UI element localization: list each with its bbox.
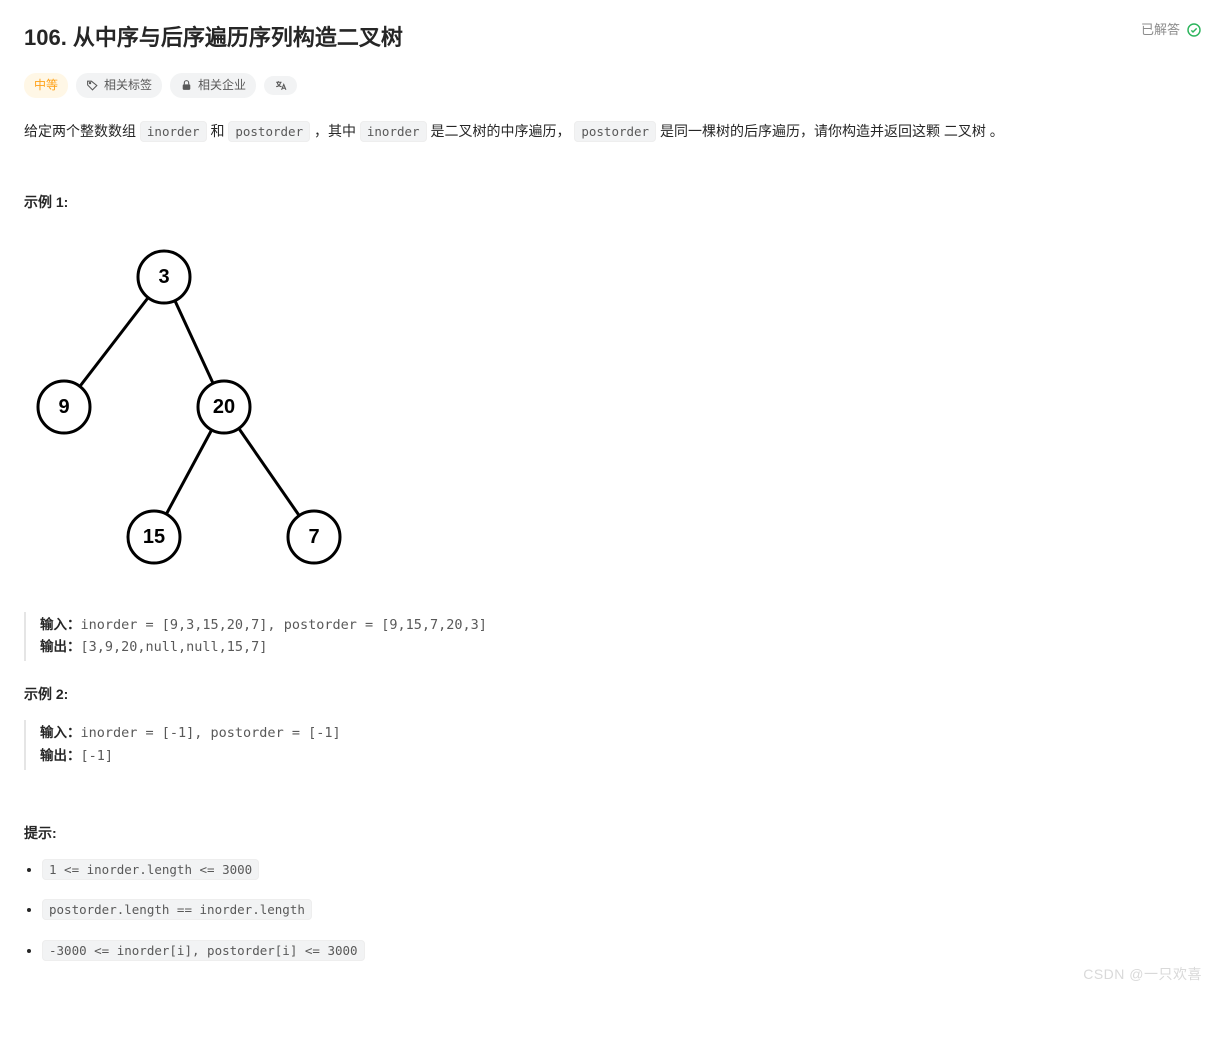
translate-icon xyxy=(274,79,287,92)
constraint-item: -3000 <= inorder[i], postorder[i] <= 300… xyxy=(42,939,1202,961)
hints-label: 提示: xyxy=(24,822,1202,844)
related-tags-pill[interactable]: 相关标签 xyxy=(76,73,162,98)
desc-text: 是同一棵树的后序遍历，请你构造并返回这颗 二叉树 。 xyxy=(656,123,1004,139)
example2-label: 示例 2: xyxy=(24,683,1202,705)
problem-description: 给定两个整数数组 inorder 和 postorder ，其中 inorder… xyxy=(24,120,1202,142)
desc-text: ，其中 xyxy=(310,123,360,139)
desc-text: 是二叉树的中序遍历， xyxy=(427,123,575,139)
input-value: inorder = [9,3,15,20,7], postorder = [9,… xyxy=(81,617,487,633)
constraint-code: -3000 <= inorder[i], postorder[i] <= 300… xyxy=(42,940,365,961)
desc-text: 和 xyxy=(207,123,229,139)
input-label: 输入： xyxy=(40,617,81,633)
difficulty-pill[interactable]: 中等 xyxy=(24,73,68,98)
constraint-code: postorder.length == inorder.length xyxy=(42,899,312,920)
example1-block: 输入：inorder = [9,3,15,20,7], postorder = … xyxy=(24,612,1202,662)
tag-icon xyxy=(86,79,99,92)
tree-diagram: 3 9 20 15 7 xyxy=(24,237,364,577)
svg-text:9: 9 xyxy=(58,396,69,418)
lock-icon xyxy=(180,79,193,92)
example2-block: 输入：inorder = [-1], postorder = [-1] 输出：[… xyxy=(24,720,1202,770)
tags-row: 中等 相关标签 相关企业 xyxy=(24,73,1202,98)
page-title: 106. 从中序与后序遍历序列构造二叉树 xyxy=(24,20,403,55)
related-companies-pill[interactable]: 相关企业 xyxy=(170,73,256,98)
code-postorder: postorder xyxy=(228,121,310,142)
output-label: 输出： xyxy=(40,639,81,655)
input-value: inorder = [-1], postorder = [-1] xyxy=(81,725,341,741)
constraint-item: postorder.length == inorder.length xyxy=(42,898,1202,920)
related-tags-label: 相关标签 xyxy=(104,76,152,95)
svg-text:15: 15 xyxy=(143,526,165,548)
constraint-code: 1 <= inorder.length <= 3000 xyxy=(42,859,259,880)
solved-label: 已解答 xyxy=(1141,20,1180,41)
code-inorder: inorder xyxy=(140,121,207,142)
output-value: [3,9,20,null,null,15,7] xyxy=(81,639,268,655)
related-companies-label: 相关企业 xyxy=(198,76,246,95)
solved-status: 已解答 xyxy=(1141,20,1202,41)
check-circle-icon xyxy=(1186,22,1202,38)
watermark: CSDN @一只欢喜 xyxy=(1083,963,1202,985)
constraints-list: 1 <= inorder.length <= 3000 postorder.le… xyxy=(24,858,1202,961)
constraint-item: 1 <= inorder.length <= 3000 xyxy=(42,858,1202,880)
svg-text:3: 3 xyxy=(158,266,169,288)
desc-text: 给定两个整数数组 xyxy=(24,123,140,139)
translate-pill[interactable] xyxy=(264,76,297,95)
input-label: 输入： xyxy=(40,725,81,741)
code-postorder2: postorder xyxy=(574,121,656,142)
code-inorder2: inorder xyxy=(360,121,427,142)
example1-label: 示例 1: xyxy=(24,191,1202,213)
output-value: [-1] xyxy=(81,748,114,764)
output-label: 输出： xyxy=(40,748,81,764)
svg-text:20: 20 xyxy=(213,396,235,418)
svg-text:7: 7 xyxy=(308,526,319,548)
